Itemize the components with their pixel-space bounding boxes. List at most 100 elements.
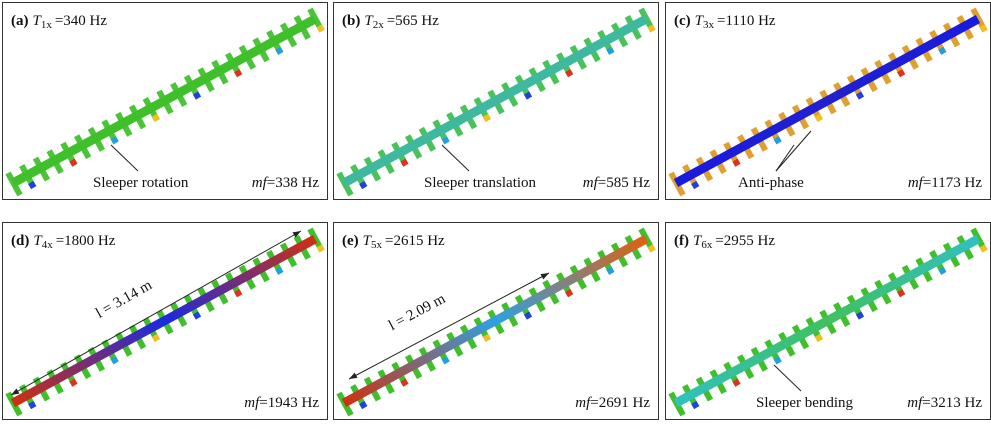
sleeper-end [362,403,365,408]
sleeper-end [72,160,75,165]
rail [344,19,646,183]
sleeper-end [72,380,75,385]
sleeper-end [900,71,903,76]
sleeper-end [278,268,281,273]
panel-label: (c) [674,13,691,29]
mode-title: (d)T4x=1800 Hz [11,233,116,251]
rail [676,19,978,183]
sleeper-end [858,93,861,98]
panel-label: (a) [11,13,29,29]
sleeper-end [776,138,779,143]
sleeper-end [526,93,529,98]
arrow [776,131,811,171]
sleeper-end [154,115,157,120]
panel-label: (e) [342,233,359,249]
panel: (f)T6x=2955 Hz mf=3213 Hz Sleeper bending [665,222,991,420]
length-label: l = 2.09 m [386,291,448,334]
mf-value: =338 Hz [267,175,320,191]
sleeper-end [319,26,322,31]
sleeper-end [403,380,406,385]
sleeper-end [609,268,612,273]
mode-frequency: =2955 Hz [715,233,775,249]
mode-subscript: 3x [703,19,715,31]
panel-label: (b) [342,13,360,29]
sleeper-end [444,138,447,143]
sleeper-end [237,291,240,296]
sleeper-end [694,183,697,188]
sleeper-end [735,380,738,385]
sleeper-end [237,71,240,76]
mode-title: (f)T6x=2955 Hz [674,233,775,251]
annotation: Anti-phase [738,175,804,191]
rail [13,239,315,403]
arrow [776,145,794,171]
sleeper-end [817,115,820,120]
sleeper-end [403,160,406,165]
sleeper-end [650,246,653,251]
mf-value: =1173 Hz [923,175,982,191]
arrow [774,365,801,391]
mode-title: (a)T1x=340 Hz [11,13,107,31]
sleeper-end [817,335,820,340]
dimension-line [11,231,301,395]
rail [676,239,978,403]
arrow-head [541,273,549,279]
mode-subscript: 2x [373,19,385,31]
annotation: Sleeper bending [756,395,854,411]
mode-frequency: =2615 Hz [385,233,445,249]
annotation: Sleeper rotation [93,175,189,191]
page: (a)T1x=340 Hzmf=338 HzSleeper rotation(b… [0,0,991,428]
sleeper-end [735,160,738,165]
annotation: Sleeper translation [424,175,537,191]
mode-frequency: =340 Hz [55,13,108,29]
sleeper-end [485,335,488,340]
mode-frequency: =565 Hz [387,13,440,29]
mode-subscript: 5x [371,239,383,251]
panel-label: (f) [674,233,689,249]
panel-graphic: (e)T5x=2615 Hz mf=2691 Hz l = 2.09 m [334,223,658,419]
dimension-line [349,273,549,379]
sleeper-end [650,26,653,31]
sleeper-end [278,48,281,53]
panel: (e)T5x=2615 Hz mf=2691 Hz l = 2.09 m [333,222,659,420]
sleeper-end [154,335,157,340]
mode-subscript: 4x [42,239,54,251]
sleeper-end [362,183,365,188]
sleeper-end [485,115,488,120]
measured-frequency: mf=1173 Hz [908,175,982,191]
mode-frequency: =1800 Hz [56,233,116,249]
sleeper-end [568,291,571,296]
sleeper-end [195,93,198,98]
sleeper-end [694,403,697,408]
sleeper-end [982,246,985,251]
sleeper-end [113,358,116,363]
sleeper-end [319,246,322,251]
sleeper-end [776,358,779,363]
mode-subscript: 1x [41,19,53,31]
measured-frequency: mf=2691 Hz [575,395,650,411]
measured-frequency: mf=1943 Hz [244,395,319,411]
mode-title: (b)T2x=565 Hz [342,13,439,31]
sleeper-end [941,268,944,273]
sleeper-end [444,358,447,363]
measured-frequency: mf=3213 Hz [907,395,982,411]
sleeper-end [195,313,198,318]
arrow-head [11,388,19,395]
mode-title: (e)T5x=2615 Hz [342,233,445,251]
panel: (c)T3x=1110 Hzmf=1173 HzAnti-phase [665,2,991,200]
arrow-head [349,373,357,379]
sleeper-end [941,48,944,53]
sleeper-end [31,403,34,408]
mf-value: =1943 Hz [259,395,319,411]
sleeper-end [31,183,34,188]
arrow [111,145,138,171]
sleeper-end [858,313,861,318]
mf-value: =585 Hz [598,175,651,191]
rail [13,19,315,183]
